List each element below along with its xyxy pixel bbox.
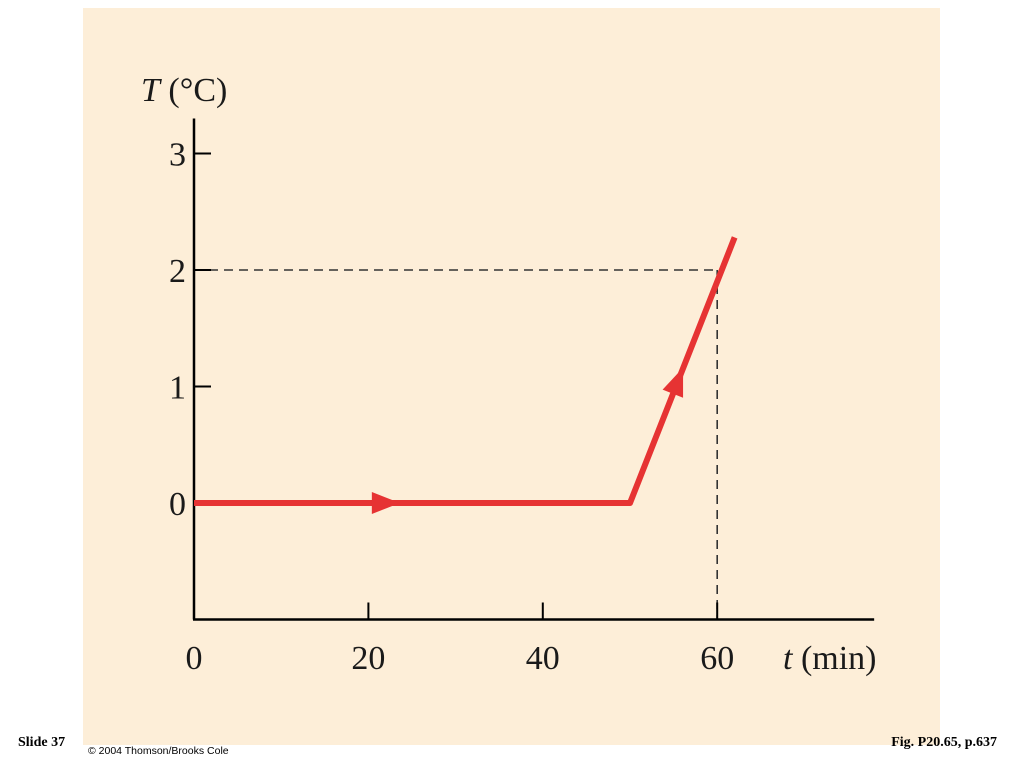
slide-label: Slide 37 [18, 735, 66, 750]
temperature-series-line [194, 236, 738, 506]
x-axis-label: t (min) [783, 640, 877, 677]
direction-arrow [662, 367, 684, 398]
figure-reference: Fig. P20.65, p.637 [891, 735, 997, 750]
y-tick-label: 2 [169, 253, 186, 290]
x-axis-unit: (min) [792, 640, 876, 677]
figure-panel: 0 1 2 3 0 20 40 60 T (°C) t (min) [83, 8, 940, 745]
y-tick-label: 1 [169, 370, 186, 407]
x-tick-label: 0 [186, 640, 203, 677]
direction-arrow [371, 492, 400, 514]
y-axis-variable: T [141, 72, 162, 109]
x-axis-variable: t [783, 640, 794, 677]
y-axis-unit: (°C) [160, 72, 227, 109]
x-tick-label: 40 [526, 640, 560, 677]
line-chart: 0 1 2 3 0 20 40 60 T (°C) t (min) [141, 72, 877, 677]
y-axis-label: T (°C) [141, 72, 227, 109]
x-tick-label: 20 [351, 640, 385, 677]
y-tick-label: 3 [169, 137, 186, 174]
y-tick-label: 0 [169, 486, 186, 523]
copyright-notice: © 2004 Thomson/Brooks Cole [88, 745, 229, 757]
x-tick-label: 60 [700, 640, 734, 677]
